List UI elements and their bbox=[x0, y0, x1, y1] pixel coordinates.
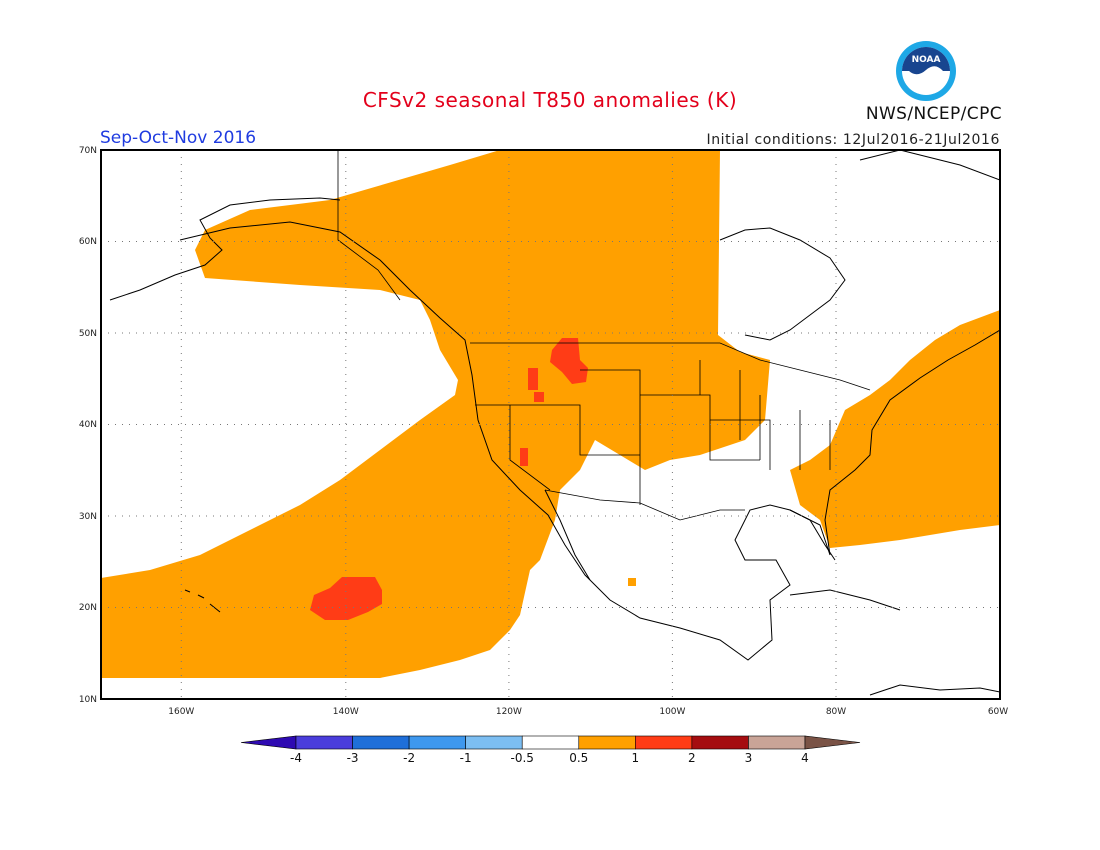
lat-tick: 30N bbox=[79, 512, 97, 522]
anomaly-region-atlantic-east bbox=[790, 310, 1000, 548]
colorbar-tick-label: 3 bbox=[744, 751, 753, 765]
coastline-alaska bbox=[109, 197, 341, 301]
colorbar-arrow-high bbox=[804, 735, 861, 750]
coastline-south-america bbox=[869, 684, 1000, 696]
boundary-states-west bbox=[475, 369, 760, 505]
anomaly-patch-gulf bbox=[628, 578, 636, 586]
map-frame bbox=[100, 149, 1001, 700]
colorbar-tick-label: 1 bbox=[631, 751, 640, 765]
lon-tick: 80W bbox=[826, 707, 846, 717]
colorbar-tick-label: -1 bbox=[459, 751, 472, 765]
agency-label: NWS/NCEP/CPC bbox=[865, 104, 1002, 124]
hawaii-islands bbox=[184, 589, 221, 613]
lat-tick: 60N bbox=[79, 237, 97, 247]
colorbar-swatch bbox=[521, 735, 580, 750]
lon-tick: 140W bbox=[333, 707, 359, 717]
colorbar-tick-label: -3 bbox=[346, 751, 359, 765]
lat-tick: 50N bbox=[79, 329, 97, 339]
colorbar-swatch bbox=[635, 735, 693, 750]
anomaly-region-strong-idaho bbox=[528, 368, 538, 390]
political-boundaries bbox=[337, 150, 871, 521]
initial-conditions-label: Initial conditions: 12Jul2016-21Jul2016 bbox=[706, 132, 1000, 148]
noaa-logo-text: NOAA bbox=[912, 55, 941, 65]
colorbar-swatch bbox=[748, 735, 806, 750]
coastlines bbox=[109, 150, 1000, 696]
gridlines bbox=[101, 150, 1000, 699]
colorbar bbox=[240, 735, 861, 750]
colorbar-arrow-low bbox=[240, 735, 297, 750]
coastline-north-america-west bbox=[179, 221, 1000, 661]
colorbar-swatch bbox=[578, 735, 636, 750]
boundary-states-east bbox=[699, 360, 831, 470]
colorbar-swatch bbox=[352, 735, 410, 750]
colorbar-tick-label: -4 bbox=[290, 751, 302, 765]
colorbar-tick-label: 0.5 bbox=[569, 751, 589, 765]
boundary-us-mexico bbox=[544, 489, 745, 521]
season-label: Sep-Oct-Nov 2016 bbox=[100, 128, 257, 148]
colorbar-swatch bbox=[408, 735, 466, 750]
coastline-cuba bbox=[789, 589, 901, 611]
chart-title: CFSv2 seasonal T850 anomalies (K) bbox=[362, 88, 738, 112]
lon-tick: 60W bbox=[988, 707, 1008, 717]
colorbar-tick-label: 2 bbox=[688, 751, 696, 765]
colorbar-tick-label: -0.5 bbox=[510, 751, 534, 765]
lon-tick: 100W bbox=[659, 707, 685, 717]
lon-axis: 160W 140W 120W 100W 80W 60W bbox=[168, 707, 1008, 717]
anomaly-region-pacific-west bbox=[101, 150, 770, 678]
coastline-hudson-bay bbox=[719, 227, 846, 341]
colorbar-tick-label: -2 bbox=[403, 751, 416, 765]
colorbar-swatch bbox=[295, 735, 353, 750]
coastline-baja bbox=[544, 489, 591, 581]
lat-tick: 40N bbox=[79, 420, 97, 430]
lat-tick: 10N bbox=[79, 695, 97, 705]
coastline-greenland bbox=[859, 150, 1000, 181]
anomaly-region-strong-montana bbox=[550, 338, 588, 384]
boundary-us-canada bbox=[470, 342, 871, 391]
colorbar-swatch bbox=[465, 735, 523, 750]
lon-tick: 160W bbox=[168, 707, 194, 717]
lat-axis: 10N 20N 30N 40N 50N 60N 70N bbox=[79, 146, 97, 705]
lat-tick: 20N bbox=[79, 603, 97, 613]
noaa-logo: NOAA bbox=[896, 41, 956, 101]
anomaly-region-strong-idaho-2 bbox=[534, 392, 544, 402]
coastline-florida bbox=[789, 509, 836, 561]
lon-tick: 120W bbox=[496, 707, 522, 717]
lat-tick: 70N bbox=[79, 146, 97, 156]
colorbar-swatch bbox=[691, 735, 749, 750]
colorbar-tick-label: 4 bbox=[801, 751, 809, 765]
anomaly-region-strong-nevada bbox=[520, 448, 528, 466]
boundary-alaska-canada bbox=[337, 150, 401, 301]
